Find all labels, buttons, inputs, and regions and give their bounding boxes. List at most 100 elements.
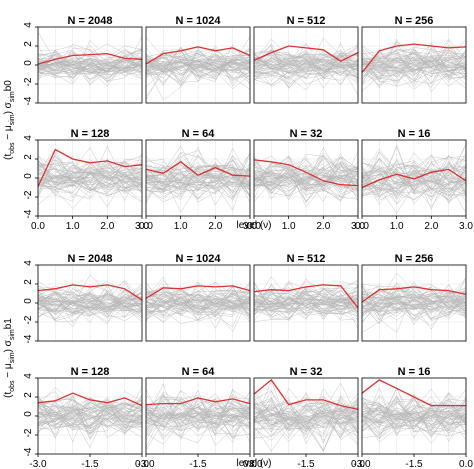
panel-frame <box>361 26 467 104</box>
panel-b0-6: N = 64 0.0 1.0 2.0 3.0 <box>139 128 257 232</box>
observed-series-line <box>361 168 467 189</box>
x-tick-label: -3.0 <box>29 459 47 469</box>
x-tick-label: 0.0 <box>247 221 261 232</box>
bottom-x-axis-label: level (ν) <box>236 458 271 469</box>
x-tick-label: -1.5 <box>405 459 423 469</box>
gray-series-bundle <box>253 37 359 96</box>
x-tick-label: 1.0 <box>282 221 296 232</box>
observed-series-line <box>253 378 359 411</box>
panel-title: N = 32 <box>290 366 323 378</box>
y-tick-label: 2 <box>23 41 34 47</box>
y-tick-label: 2 <box>23 392 34 398</box>
panel-frame <box>145 26 251 104</box>
panel-frame <box>361 264 467 342</box>
observed-series-line <box>37 52 143 65</box>
observed-series-line <box>145 397 251 406</box>
panel-title: N = 64 <box>182 128 216 140</box>
x-tick-label: 0.0 <box>135 459 149 469</box>
panel-title: N = 1024 <box>176 15 222 27</box>
panel-title: N = 64 <box>182 366 216 378</box>
y-tick-label: -2 <box>23 315 34 324</box>
panel-b1-5: N = 128 -4 -2 0 2 4 -3.0 -1.5 0.0 <box>23 366 149 469</box>
panel-title: N = 128 <box>71 366 110 378</box>
gray-series-bundle <box>361 38 467 93</box>
panel-frame <box>253 264 359 342</box>
panel-title: N = 2048 <box>68 15 113 27</box>
panel-frame <box>361 139 467 217</box>
x-tick-label: 1.0 <box>66 221 80 232</box>
panel-b1-3: N = 512 <box>253 253 359 342</box>
panels-layer: N = 2048 -4 -2 0 2 4 N = 1024 N = 512 N = 256 N =… <box>23 15 473 469</box>
gray-series-bundle <box>253 380 359 452</box>
svg-text:(tobs − μsim) σsimb1: (tobs − μsim) σsimb1 <box>3 318 16 398</box>
x-tick-label: 2.0 <box>208 221 222 232</box>
y-tick-label: 2 <box>23 279 34 285</box>
y-tick-label: -4 <box>23 447 34 456</box>
x-tick-label: 2.0 <box>100 221 114 232</box>
y-tick-label: 4 <box>23 373 34 379</box>
panel-b1-1: N = 2048 -4 -2 0 2 4 <box>23 253 143 343</box>
observed-series-line <box>361 43 467 74</box>
gray-series-bundle <box>253 276 359 330</box>
y-tick-label: -2 <box>23 428 34 437</box>
x-tick-label: 0.0 <box>459 459 473 469</box>
panel-b0-7: N = 32 0.0 1.0 2.0 3.0 <box>247 128 365 232</box>
observed-series-line <box>253 159 359 187</box>
observed-series-line <box>37 284 143 301</box>
panel-title: N = 1024 <box>176 253 222 265</box>
observed-series-line <box>145 46 251 65</box>
panel-title: N = 512 <box>287 253 326 265</box>
x-tick-label: 2.0 <box>424 221 438 232</box>
top-y-axis-label: (tobs − μsim) σsimb0 <box>3 80 16 160</box>
panel-b1-2: N = 1024 <box>145 253 251 342</box>
panel-title: N = 32 <box>290 128 323 140</box>
panel-frame <box>145 139 251 217</box>
y-tick-label: 0 <box>23 298 34 304</box>
y-tick-label: -4 <box>23 209 34 218</box>
panel-b1-8: N = 16 -3.0 -1.5 0.0 <box>353 366 473 469</box>
x-tick-label: 0.0 <box>243 459 257 469</box>
observed-series-line <box>253 284 359 309</box>
gray-series-bundle <box>37 31 143 87</box>
panel-b0-8: N = 16 0.0 1.0 2.0 3.0 <box>355 128 473 232</box>
panel-title: N = 128 <box>71 128 110 140</box>
panel-title: N = 256 <box>395 253 434 265</box>
x-tick-label: 2.0 <box>316 221 330 232</box>
gray-series-bundle <box>361 272 467 333</box>
panel-frame <box>253 26 359 104</box>
svg-text:(tobs − μsim) σsimb0: (tobs − μsim) σsimb0 <box>3 80 16 160</box>
panel-b0-1: N = 2048 -4 -2 0 2 4 <box>23 15 143 105</box>
top-x-axis-label: level (ν) <box>236 220 271 231</box>
gray-series-bundle <box>253 147 359 208</box>
gray-series-bundle <box>37 386 143 449</box>
panel-frame <box>253 139 359 217</box>
gray-series-bundle <box>145 36 251 101</box>
x-tick-label: 3.0 <box>351 221 365 232</box>
y-tick-label: -4 <box>23 334 34 343</box>
panel-b0-2: N = 1024 <box>145 15 251 104</box>
observed-series-line <box>145 285 251 299</box>
x-tick-label: -3.0 <box>353 459 371 469</box>
panel-title: N = 16 <box>398 128 431 140</box>
gray-series-bundle <box>37 145 143 209</box>
panel-title: N = 512 <box>287 15 326 27</box>
panel-b1-7: N = 32 -3.0 -1.5 0.0 <box>245 366 365 469</box>
observed-series-line <box>145 161 251 177</box>
x-tick-label: -3.0 <box>245 459 263 469</box>
y-tick-label: 0 <box>23 411 34 417</box>
y-tick-label: -2 <box>23 190 34 199</box>
y-tick-label: 0 <box>23 60 34 66</box>
panel-frame <box>145 264 251 342</box>
panel-b1-6: N = 64 -3.0 -1.5 0.0 <box>137 366 257 469</box>
panel-b0-5: N = 128 -4 -2 0 2 4 0.0 1.0 2.0 3.0 <box>23 128 149 232</box>
x-tick-label: 3.0 <box>135 221 149 232</box>
x-tick-label: 0.0 <box>139 221 153 232</box>
panel-b1-4: N = 256 <box>361 253 467 342</box>
x-tick-label: 3.0 <box>243 221 257 232</box>
bottom-y-axis-label: (tobs − μsim) σsimb1 <box>3 318 16 398</box>
observed-series-line <box>37 148 143 187</box>
x-tick-label: -3.0 <box>137 459 155 469</box>
gray-series-bundle <box>361 143 467 214</box>
x-tick-label: 3.0 <box>459 221 473 232</box>
gray-series-bundle <box>361 386 467 444</box>
